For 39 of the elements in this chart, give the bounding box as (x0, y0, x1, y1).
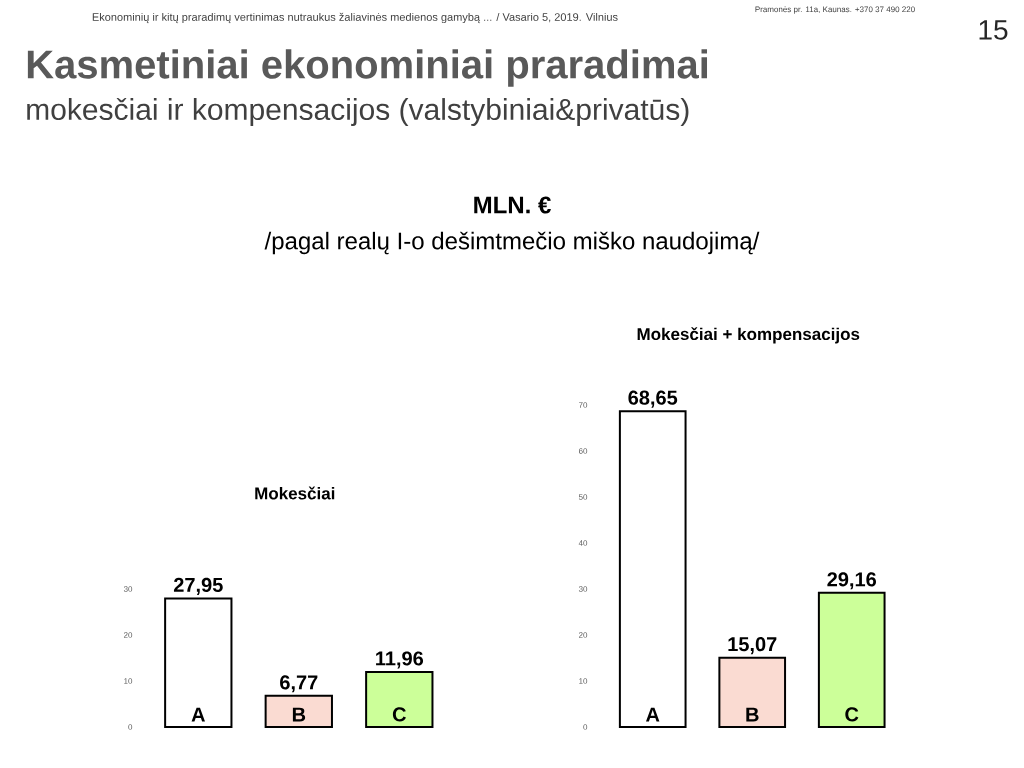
y-tick-label: 50 (578, 494, 588, 500)
text: Ekonominių ir kitų praradimų vertinimas nutraukus žaliavinės medienos gamybą ... / Vasario 5, 2019. Vilnius (92, 12, 618, 24)
bar (817, 591, 886, 728)
y-tick-label: 10 (579, 678, 588, 684)
x-tick-label: C (845, 707, 859, 722)
data-label: 29,16 (827, 572, 877, 590)
data-label: 15,07 (728, 637, 777, 655)
y-tick-label: 20 (578, 632, 588, 638)
y-tick-label: 10 (124, 678, 133, 684)
y-tick-label: 20 (123, 632, 133, 638)
bar (365, 670, 434, 728)
data-label: 6,77 (280, 675, 318, 693)
data-label: 11,96 (376, 651, 424, 669)
bar (718, 656, 787, 728)
text: 15 (979, 20, 1008, 40)
chart-title: Mokesčiai (255, 486, 335, 500)
text: /pagal realų I-o dešimtmečio miško naudojimą/ (264, 231, 760, 255)
text: Pramonės pr. 11a, Kaunas. +370 37 490 220 (755, 6, 915, 14)
bar (264, 694, 333, 728)
chart-title: Mokesčiai + kompensacijos (637, 327, 860, 344)
x-tick-label: A (646, 707, 660, 722)
y-tick-label: 30 (123, 586, 133, 592)
x-tick-label: C (392, 707, 406, 722)
x-tick-label: A (191, 707, 205, 722)
data-label: 68,65 (628, 390, 678, 408)
y-tick-label: 30 (578, 586, 588, 592)
data-label: 27,95 (173, 577, 223, 595)
y-tick-label: 40 (578, 540, 588, 546)
x-tick-label: B (746, 707, 759, 722)
y-tick-label: 0 (583, 724, 588, 730)
y-tick-label: 60 (578, 448, 588, 454)
text: Kasmetiniai ekonominiai praradimai (27, 49, 707, 87)
text: MLN. € (474, 196, 551, 214)
x-tick-label: B (292, 707, 306, 722)
bar (618, 410, 687, 728)
text: mokesčiai ir kompensacijos (valstybiniai&privatūs) (27, 97, 689, 127)
y-tick-label: 0 (128, 724, 133, 730)
bar (164, 597, 233, 728)
y-tick-label: 70 (578, 402, 588, 408)
